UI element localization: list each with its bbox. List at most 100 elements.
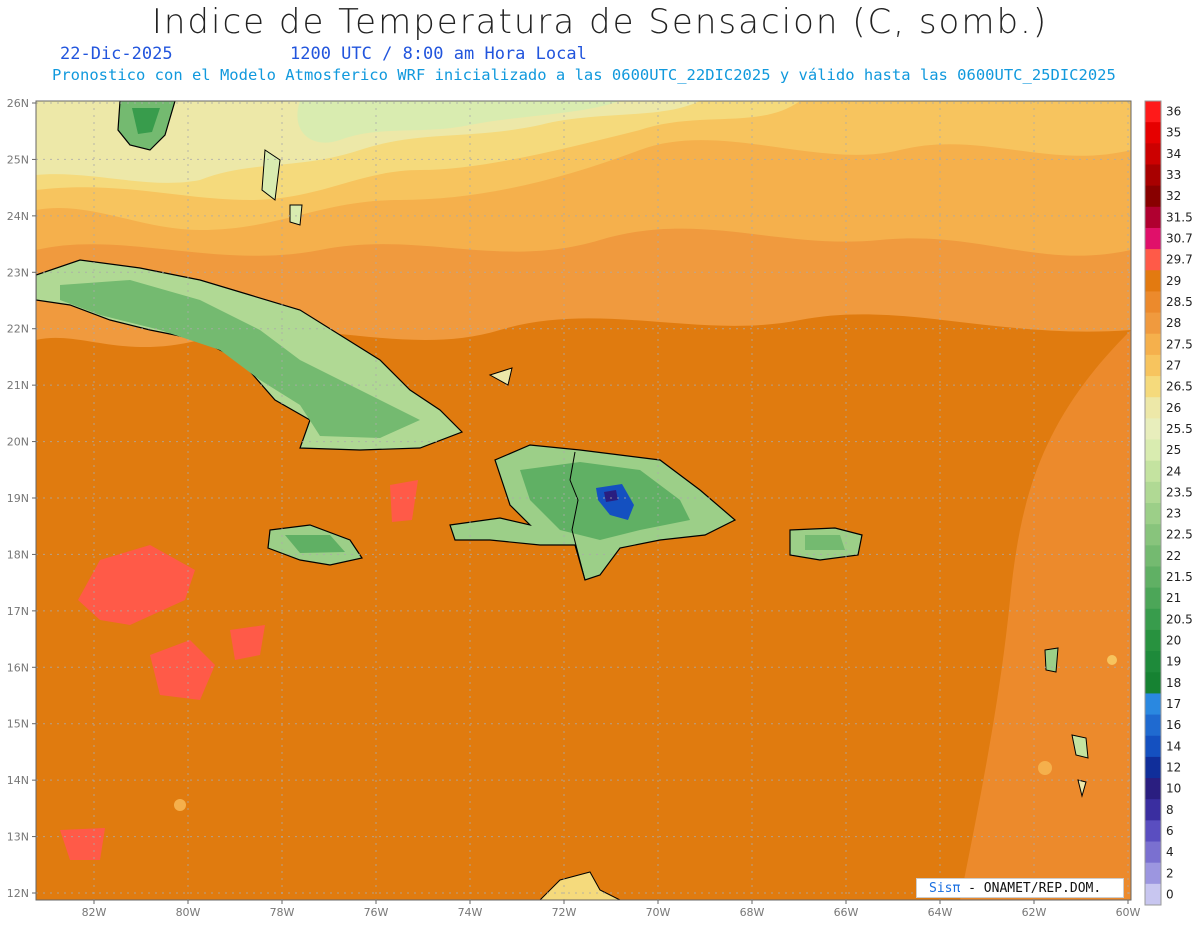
lat-label: 24N xyxy=(7,210,29,223)
colorbar-label: 20 xyxy=(1166,634,1181,648)
colorbar-label: 21.5 xyxy=(1166,570,1193,584)
colorbar-label: 31.5 xyxy=(1166,210,1193,224)
colorbar-label: 23.5 xyxy=(1166,485,1193,499)
hot-pocket-4 xyxy=(390,480,418,522)
org-label: - ONAMET/REP.DOM. xyxy=(960,881,1102,896)
colorbar-label: 33 xyxy=(1166,168,1181,182)
colorbar-swatch xyxy=(1145,799,1161,821)
land-lesser-antilles-3 xyxy=(1077,779,1087,798)
colorbar-label: 27.5 xyxy=(1166,337,1193,351)
cold-core-center xyxy=(604,490,618,502)
lon-label: 64W xyxy=(928,906,953,919)
colorbar-swatch xyxy=(1145,672,1161,694)
colorbar-swatch xyxy=(1145,249,1161,271)
colorbar-label: 16 xyxy=(1166,718,1181,732)
colorbar-label: 28 xyxy=(1166,316,1181,330)
colorbar-label: 21 xyxy=(1166,591,1181,605)
colorbar-label: 25 xyxy=(1166,443,1181,457)
land-bahamas-2 xyxy=(289,204,303,226)
colorbar-swatch xyxy=(1145,862,1161,885)
lon-label: 74W xyxy=(458,906,483,919)
colorbar-swatch xyxy=(1145,651,1161,673)
lat-label: 16N xyxy=(7,661,29,674)
colorbar-label: 26 xyxy=(1166,401,1181,415)
lat-label: 18N xyxy=(7,548,29,561)
colorbar-swatch xyxy=(1145,629,1161,652)
lat-label: 12N xyxy=(7,887,29,900)
lon-label: 60W xyxy=(1116,906,1141,919)
lon-label: 82W xyxy=(82,906,107,919)
land-venezuela xyxy=(539,871,621,900)
colorbar-swatch xyxy=(1145,460,1161,483)
colorbar-label: 22.5 xyxy=(1166,528,1193,542)
colorbar-swatch xyxy=(1145,608,1161,631)
lon-label: 66W xyxy=(834,906,859,919)
colorbar-swatch xyxy=(1145,587,1161,610)
lat-label: 13N xyxy=(7,831,29,844)
hot-pocket-3 xyxy=(230,625,265,660)
colorbar-swatch xyxy=(1145,820,1161,843)
land-bahamas-1 xyxy=(261,149,281,201)
lat-label: 25N xyxy=(7,153,29,166)
colorbar-swatch xyxy=(1145,545,1161,567)
colorbar-swatch xyxy=(1145,143,1161,165)
colorbar-label: 8 xyxy=(1166,803,1174,817)
colorbar-swatch xyxy=(1145,418,1161,441)
land-lesser-antilles-1 xyxy=(1044,647,1059,673)
colorbar-label: 2 xyxy=(1166,866,1174,880)
lon-label: 68W xyxy=(740,906,765,919)
colorbar-label: 4 xyxy=(1166,845,1174,859)
lat-label: 14N xyxy=(7,774,29,787)
colorbar-label: 10 xyxy=(1166,782,1181,796)
cool-spot-3 xyxy=(1107,655,1117,665)
colorbar-swatch xyxy=(1145,693,1161,716)
lon-label: 76W xyxy=(364,906,389,919)
colorbar-label: 22 xyxy=(1166,549,1181,563)
forecast-date: 22-Dic-2025 xyxy=(60,44,173,64)
colorbar-label: 20.5 xyxy=(1166,612,1193,626)
colorbar-swatch xyxy=(1145,122,1161,144)
brand-label: Sisπ xyxy=(929,881,961,896)
colorbar-label: 30.7 xyxy=(1166,232,1193,246)
colorbar-swatch xyxy=(1145,756,1161,779)
colorbar-swatch xyxy=(1145,333,1161,356)
colorbar-label: 17 xyxy=(1166,697,1181,711)
colorbar-label: 34 xyxy=(1166,147,1181,161)
colorbar-swatch xyxy=(1145,206,1161,229)
credit-box: Sisπ - ONAMET/REP.DOM. xyxy=(916,878,1124,898)
colorbar-label: 19 xyxy=(1166,655,1181,669)
colorbar-label: 35 xyxy=(1166,126,1181,140)
model-info: Pronostico con el Modelo Atmosferico WRF… xyxy=(52,66,1116,84)
colorbar-label: 36 xyxy=(1166,105,1181,119)
hot-pocket-2 xyxy=(150,640,215,700)
colorbar-label: 6 xyxy=(1166,824,1174,838)
colorbar-swatch xyxy=(1145,714,1161,737)
colorbar-label: 32 xyxy=(1166,189,1181,203)
colorbar-label: 28.5 xyxy=(1166,295,1193,309)
map-title: Indice de Temperatura de Sensacion (C, s… xyxy=(151,2,1049,42)
colorbar-label: 29 xyxy=(1166,274,1181,288)
forecast-time: 1200 UTC / 8:00 am Hora Local xyxy=(290,44,587,64)
colorbar-swatch xyxy=(1145,503,1161,525)
colorbar-label: 0 xyxy=(1166,887,1174,901)
colorbar-swatch xyxy=(1145,164,1161,187)
colorbar-swatch xyxy=(1145,291,1161,314)
colorbar-swatch xyxy=(1145,883,1161,906)
lat-label: 19N xyxy=(7,492,29,505)
colorbar-swatch xyxy=(1145,778,1161,800)
colorbar-swatch xyxy=(1145,354,1161,377)
north-band-6 xyxy=(297,101,620,143)
longitude-labels: 82W 80W 78W 76W 74W 72W 70W 68W 66W 64W 62W 60W xyxy=(82,900,1141,919)
cool-spot-2 xyxy=(1038,761,1052,775)
lat-label: 26N xyxy=(7,97,29,110)
colorbar-swatch xyxy=(1145,376,1161,398)
colorbar-label: 27 xyxy=(1166,358,1181,372)
lon-label: 62W xyxy=(1022,906,1047,919)
lat-label: 23N xyxy=(7,266,29,279)
land-jamaica-core xyxy=(285,535,345,553)
colorbar-swatch xyxy=(1145,481,1161,504)
lat-label: 15N xyxy=(7,718,29,731)
colorbar-label: 26.5 xyxy=(1166,380,1193,394)
colorbar-label: 18 xyxy=(1166,676,1181,690)
cool-spot-1 xyxy=(174,799,186,811)
